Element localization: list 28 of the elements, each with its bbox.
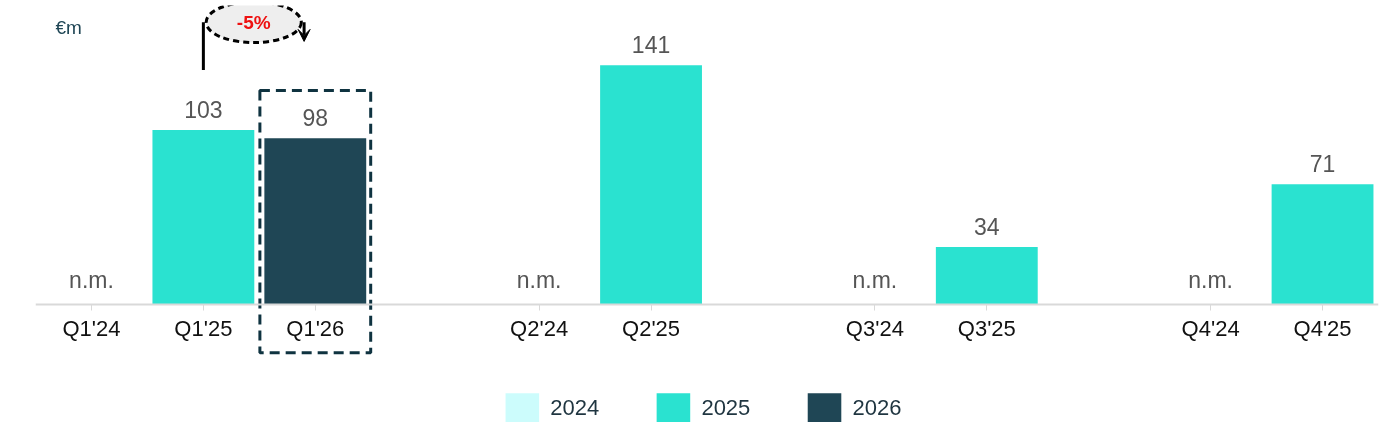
text: n.m. [852, 266, 898, 293]
bar [152, 129, 255, 305]
data-label: 71 [1309, 151, 1336, 178]
x-tick-label: Q3'25 [957, 315, 1016, 341]
bar [264, 138, 367, 305]
text: €m [55, 16, 82, 38]
data-label: 141 [631, 32, 671, 59]
x-tick-label: Q2'24 [510, 315, 569, 341]
legend-label: 2025 [701, 395, 751, 421]
legend-label: 2026 [852, 395, 902, 421]
x-tick-label: Q1'24 [62, 315, 121, 341]
x-tick-label: Q4'24 [1181, 315, 1240, 341]
legend-label: 2024 [550, 395, 600, 421]
x-tick-label: Q1'26 [286, 315, 345, 341]
data-label: 34 [974, 214, 1000, 241]
text: -5% [236, 11, 271, 33]
text: n.m. [69, 266, 114, 293]
bar [1271, 184, 1374, 305]
x-tick-label: Q2'25 [622, 315, 681, 341]
data-label: 98 [302, 105, 329, 132]
bar [600, 65, 702, 305]
x-tick-label: Q4'25 [1293, 315, 1352, 341]
data-label: 103 [184, 96, 223, 123]
x-tick-label: Q3'24 [845, 315, 904, 341]
text: n.m. [516, 266, 562, 293]
text: n.m. [1188, 266, 1233, 293]
x-tick-label: Q1'25 [174, 315, 233, 341]
bar [935, 247, 1038, 305]
